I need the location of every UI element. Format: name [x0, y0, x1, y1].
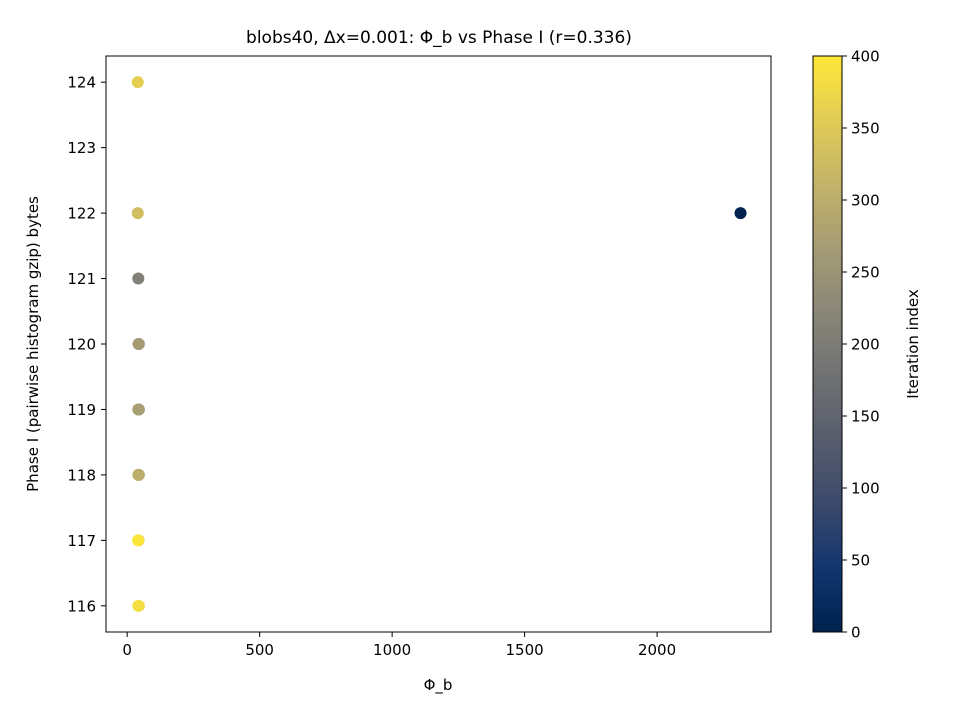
x-tick-label: 1500 — [506, 641, 544, 659]
scatter-point — [131, 76, 144, 89]
colorbar-tick-label: 100 — [851, 480, 880, 498]
colorbar-tick-label: 400 — [851, 48, 880, 66]
points-layer — [131, 76, 747, 612]
plot-frame — [105, 55, 772, 633]
y-axis-label: Phase I (pairwise histogram gzip) bytes — [24, 196, 42, 492]
colorbar-tick-label: 300 — [851, 192, 880, 210]
y-tick-label: 123 — [67, 139, 96, 157]
y-tick-label: 118 — [67, 466, 96, 484]
plot-area — [105, 55, 772, 633]
y-tick-label: 119 — [67, 401, 96, 419]
y-tick-label: 124 — [67, 74, 96, 92]
y-tick-label: 120 — [67, 336, 96, 354]
colorbar: 0 50 100 150 200 250 300 350 400 Iteration index — [812, 48, 922, 642]
y-tick-label: 122 — [67, 205, 96, 223]
x-tick-label: 500 — [245, 641, 274, 659]
y-axis: 116 117 118 119 120 121 122 123 124 — [67, 74, 106, 615]
x-tick-label: 0 — [122, 641, 132, 659]
scatter-point — [132, 403, 145, 416]
scatter-point — [132, 272, 145, 285]
colorbar-label: Iteration index — [904, 289, 922, 399]
colorbar-ticks: 0 50 100 150 200 250 300 350 400 — [842, 48, 880, 642]
y-tick-label: 121 — [67, 270, 96, 288]
x-axis-label: Φ_b — [424, 676, 453, 695]
scatter-point — [132, 534, 145, 547]
colorbar-tick-label: 250 — [851, 264, 880, 282]
colorbar-gradient — [812, 55, 843, 633]
y-tick-label: 117 — [67, 532, 96, 550]
chart-title: blobs40, Δx=0.001: Φ_b vs Phase I (r=0.3… — [246, 28, 632, 48]
x-tick-label: 2000 — [638, 641, 676, 659]
scatter-point — [132, 468, 145, 481]
colorbar-tick-label: 350 — [851, 120, 880, 138]
y-tick-label: 116 — [67, 597, 96, 615]
scatter-point — [131, 207, 144, 220]
scatter-point — [132, 599, 145, 612]
scatter-point — [132, 338, 145, 350]
scatter-point — [734, 207, 747, 220]
x-axis: 0 500 1000 1500 2000 — [122, 632, 676, 659]
colorbar-tick-label: 200 — [851, 336, 880, 354]
colorbar-tick-label: 150 — [851, 408, 880, 426]
colorbar-tick-label: 0 — [851, 624, 861, 642]
x-tick-label: 1000 — [373, 641, 411, 659]
colorbar-tick-label: 50 — [851, 552, 870, 570]
